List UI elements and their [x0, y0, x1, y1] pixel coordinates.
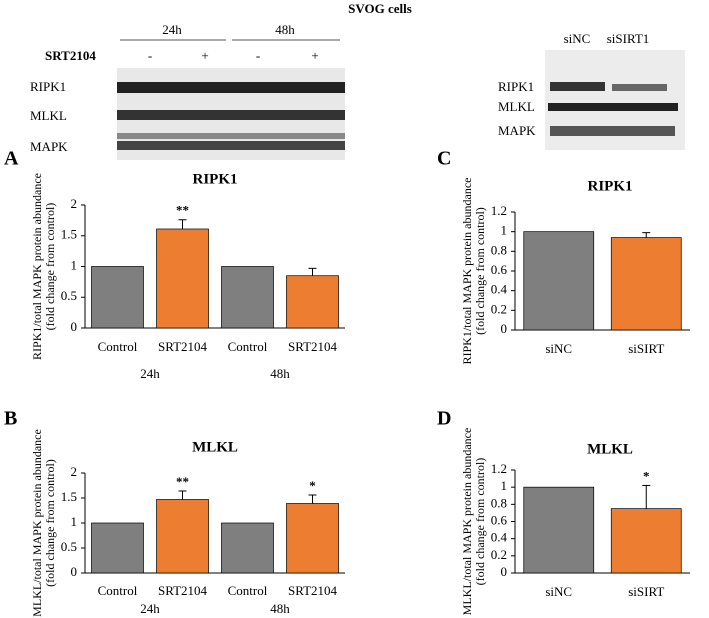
x-tick-label: SRT2104	[288, 583, 338, 598]
time-label: 48h	[275, 22, 295, 37]
significance: *	[309, 478, 316, 493]
y-tick-label: 2	[71, 196, 78, 211]
y-tick-label: 0	[71, 564, 78, 579]
sign: -	[148, 48, 152, 63]
sign: +	[201, 48, 208, 63]
x-tick-label: siSIRT	[628, 341, 664, 356]
x-tick-label: siNC	[545, 341, 572, 356]
bar	[156, 228, 209, 329]
y-tick-label: 0	[71, 319, 78, 334]
treatment-label: SRT2104	[45, 48, 96, 63]
protein-label: MAPK	[498, 123, 536, 138]
bar	[286, 503, 339, 574]
y-tick-label: 2	[71, 464, 78, 479]
bar	[523, 486, 595, 574]
chart-title: MLKL	[192, 439, 238, 455]
bar	[91, 522, 144, 574]
y-tick-label: 1	[501, 478, 508, 493]
x-tick-label: SRT2104	[158, 583, 208, 598]
y-axis-label: MLKL/total MAPK protein abundance	[30, 429, 44, 617]
protein-label: RIPK1	[30, 79, 66, 94]
y-tick-label: 0.4	[491, 282, 508, 297]
y-axis-label: (fold change from control)	[43, 203, 57, 331]
y-tick-label: 1	[71, 514, 78, 529]
bar	[91, 266, 144, 329]
x-tick-label: SRT2104	[158, 339, 208, 354]
panel-letter: A	[4, 148, 19, 170]
panel-letter: D	[437, 408, 451, 430]
time-label: 24h	[162, 22, 182, 37]
bar	[221, 522, 274, 574]
group-label: 48h	[270, 601, 290, 616]
significance: *	[643, 468, 650, 483]
y-axis-label: (fold change from control)	[473, 458, 487, 586]
y-tick-label: 1	[71, 257, 78, 272]
y-tick-label: 0.2	[491, 547, 507, 562]
y-tick-label: 1.5	[61, 227, 77, 242]
y-axis-label: (fold change from control)	[43, 459, 57, 587]
significance: **	[176, 203, 189, 218]
x-tick-label: Control	[98, 583, 138, 598]
bar	[156, 499, 209, 574]
chart-title: RIPK1	[588, 178, 633, 194]
y-tick-label: 1.5	[61, 489, 77, 504]
x-tick-label: SRT2104	[288, 339, 338, 354]
x-tick-label: Control	[98, 339, 138, 354]
protein-label: MLKL	[30, 108, 67, 123]
y-axis-label: MLKL/total MAPK protein abundance	[460, 428, 474, 616]
x-tick-label: siNC	[545, 584, 572, 599]
bar	[610, 508, 682, 574]
y-tick-label: 0.2	[491, 301, 507, 316]
bar	[523, 231, 595, 331]
chart-title: MLKL	[587, 441, 633, 457]
protein-label: MAPK	[30, 139, 68, 154]
y-tick-label: 0	[501, 321, 508, 336]
y-tick-label: 1	[501, 223, 508, 238]
bar	[610, 237, 682, 331]
significance: **	[176, 474, 189, 489]
x-tick-label: Control	[228, 339, 268, 354]
sign: -	[256, 48, 260, 63]
bar	[286, 275, 339, 329]
protein-label: MLKL	[498, 99, 535, 114]
chart-title: RIPK1	[193, 171, 238, 187]
y-tick-label: 1.2	[491, 461, 507, 476]
bar	[221, 266, 274, 329]
y-axis-label: RIPK1/total MAPK protein abundance	[30, 173, 44, 360]
y-tick-label: 0.5	[61, 288, 77, 303]
blot-image	[117, 68, 345, 160]
y-tick-label: 0	[501, 564, 508, 579]
y-tick-label: 0.5	[61, 539, 77, 554]
y-tick-label: 1.2	[491, 203, 507, 218]
protein-label: RIPK1	[498, 79, 534, 94]
sign: +	[311, 48, 318, 63]
lane-label: siSIRT1	[607, 31, 650, 46]
y-tick-label: 0.4	[491, 530, 508, 545]
panel-letter: B	[4, 408, 17, 430]
y-tick-label: 0.8	[491, 242, 507, 257]
lane-label: siNC	[564, 31, 591, 46]
y-tick-label: 0.6	[491, 262, 508, 277]
blot-image	[545, 50, 685, 150]
y-axis-label: (fold change from control)	[473, 207, 487, 335]
y-axis-label: RIPK1/total MAPK protein abundance	[460, 178, 474, 365]
figure-title: SVOG cells	[348, 1, 412, 16]
x-tick-label: Control	[228, 583, 268, 598]
panel-letter: C	[437, 148, 451, 170]
y-tick-label: 0.6	[491, 512, 508, 527]
group-label: 48h	[270, 366, 290, 381]
group-label: 24h	[140, 601, 160, 616]
group-label: 24h	[140, 366, 160, 381]
x-tick-label: siSIRT	[628, 584, 664, 599]
y-tick-label: 0.8	[491, 495, 507, 510]
